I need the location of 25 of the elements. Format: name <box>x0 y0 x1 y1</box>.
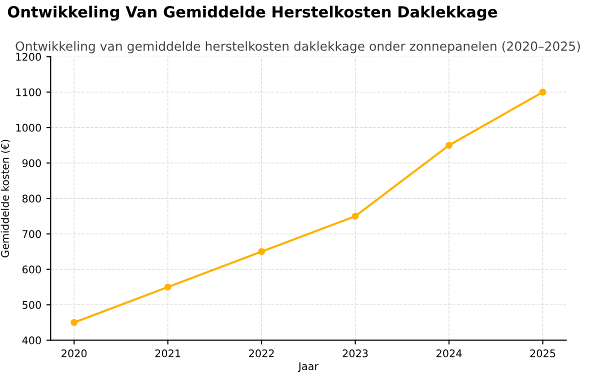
x-tick-label: 2023 <box>342 349 368 358</box>
point <box>258 248 266 256</box>
y-tick-label: 600 <box>22 266 41 274</box>
point <box>70 319 78 326</box>
x-tick-label: 2021 <box>155 349 180 358</box>
y-tick-label: 900 <box>22 159 41 168</box>
x-tick-label: 2020 <box>62 349 87 358</box>
x-tick-label: 2024 <box>436 349 462 358</box>
chart-title: Ontwikkeling Van Gemiddelde Herstelkosten Daklekkage <box>8 6 498 21</box>
y-axis-title: Gemiddelde kosten (€) <box>0 140 10 258</box>
point <box>446 142 453 149</box>
point <box>539 88 546 96</box>
chart-subtitle: Ontwikkeling van gemiddelde herstelkosten daklekkage onder zonnepanelen (2020–2025) <box>16 41 580 54</box>
y-tick-label: 1100 <box>16 88 41 96</box>
y-tick-label: 400 <box>22 336 41 344</box>
x-tick-label: 2025 <box>530 349 556 358</box>
x-tick-label: 2022 <box>249 349 274 358</box>
point <box>164 284 172 291</box>
y-tick-label: 1000 <box>16 124 41 132</box>
point <box>352 212 359 220</box>
y-tick-label: 500 <box>22 300 41 309</box>
y-tick-label: 800 <box>22 194 41 203</box>
y-tick-label: 1200 <box>16 52 41 61</box>
x-axis-title: Jaar <box>298 362 318 372</box>
y-tick-label: 700 <box>22 230 41 238</box>
